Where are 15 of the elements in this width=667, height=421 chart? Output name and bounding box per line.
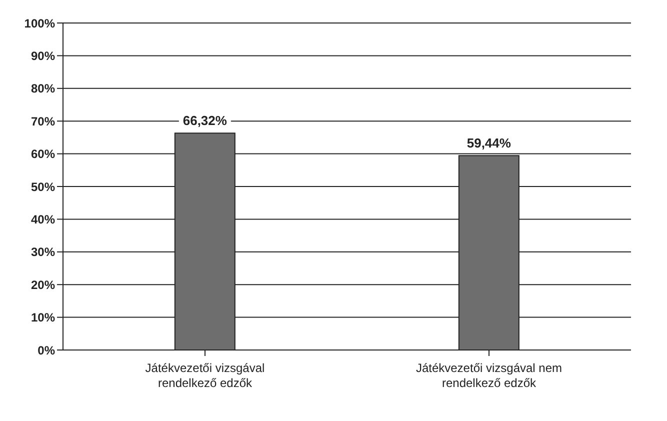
y-tick-label: 70% [30,114,56,128]
y-tick-label: 40% [30,212,56,226]
y-tick-label: 90% [30,48,56,63]
y-tick-label: 0% [38,343,56,358]
y-tick-label: 60% [30,147,56,162]
x-tick-label: Játékvezetői vizsgával rendelkező edzők [145,361,265,390]
y-tick-label: 100% [24,16,56,30]
y-tick-label: 20% [30,278,56,292]
data-label: 66,32% [182,113,228,128]
data-label: 59,44% [466,136,512,151]
y-tick-label: 10% [30,310,56,325]
x-tick-label: Játékvezetői vizsgával nem rendelkező edzők [416,361,562,390]
y-tick-label: 30% [30,245,56,260]
y-tick-label: 80% [30,82,56,96]
y-tick-label: 50% [30,180,56,194]
